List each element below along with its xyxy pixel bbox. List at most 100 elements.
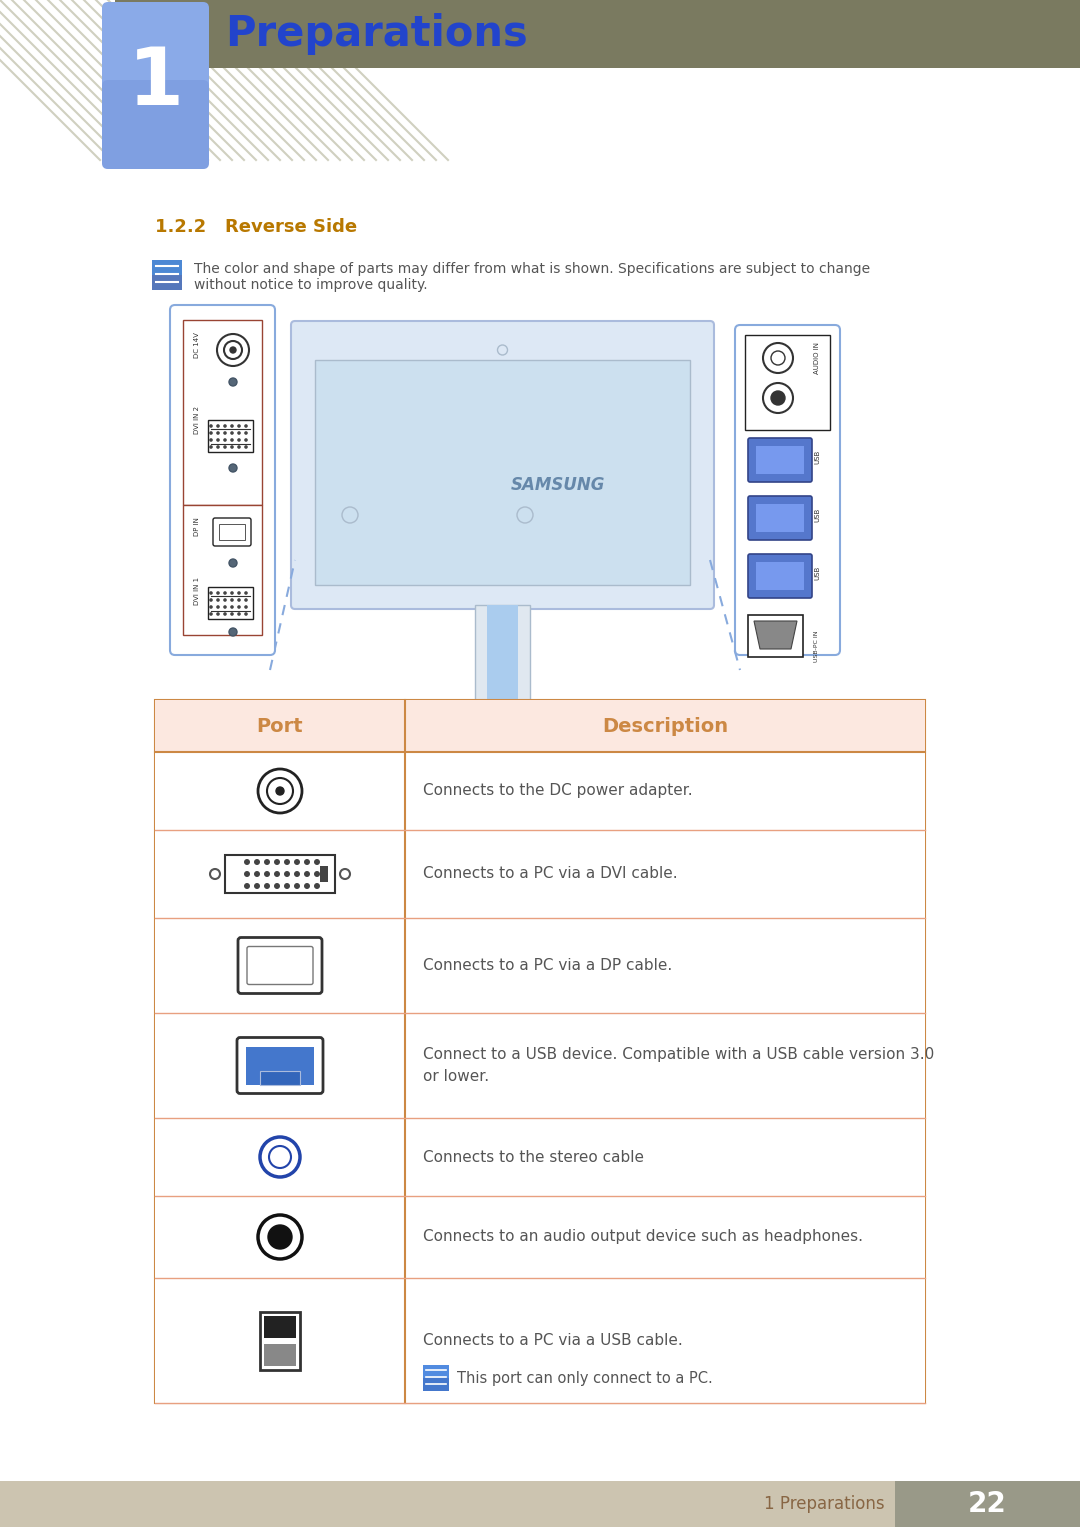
Text: USB: USB (814, 567, 820, 580)
Circle shape (229, 628, 237, 637)
Circle shape (230, 599, 233, 602)
Circle shape (216, 446, 220, 449)
Circle shape (230, 591, 233, 596)
Text: Description: Description (602, 716, 728, 736)
Circle shape (230, 438, 233, 441)
Circle shape (238, 438, 241, 441)
Text: USB-PC IN: USB-PC IN (814, 631, 820, 661)
Circle shape (294, 883, 300, 889)
Bar (156, 1012, 924, 1118)
Circle shape (284, 870, 291, 876)
FancyBboxPatch shape (170, 305, 275, 655)
Bar (423, 1365, 449, 1391)
Bar (423, 1365, 449, 1377)
Bar (156, 831, 924, 918)
Circle shape (238, 591, 241, 596)
Circle shape (230, 612, 233, 615)
Circle shape (224, 591, 227, 596)
Polygon shape (754, 621, 797, 649)
Bar (219, 524, 245, 541)
Text: AUDIO IN: AUDIO IN (814, 342, 820, 374)
Text: without notice to improve quality.: without notice to improve quality. (194, 278, 428, 292)
Bar (315, 360, 690, 585)
Text: 1.2.2   Reverse Side: 1.2.2 Reverse Side (156, 218, 357, 237)
Circle shape (264, 883, 270, 889)
Circle shape (244, 883, 249, 889)
Circle shape (238, 605, 241, 609)
Text: Connects to the stereo cable: Connects to the stereo cable (423, 1150, 644, 1165)
Bar (260, 1312, 300, 1370)
Bar (152, 260, 183, 275)
Circle shape (244, 599, 247, 602)
Circle shape (244, 612, 247, 615)
Circle shape (294, 860, 300, 864)
FancyBboxPatch shape (102, 2, 210, 169)
FancyBboxPatch shape (213, 518, 251, 547)
Circle shape (216, 425, 220, 428)
Circle shape (216, 599, 220, 602)
Circle shape (303, 860, 310, 864)
Bar (156, 1118, 924, 1196)
Text: Connect to a USB device. Compatible with a USB cable version 3.0
or lower.: Connect to a USB device. Compatible with… (423, 1048, 934, 1084)
Circle shape (238, 425, 241, 428)
Text: Port: Port (257, 716, 303, 736)
Circle shape (314, 883, 320, 889)
Circle shape (229, 379, 237, 386)
Circle shape (217, 334, 249, 366)
Bar (895, 1481, 1080, 1527)
Bar (426, 745, 580, 764)
Circle shape (238, 612, 241, 615)
Circle shape (216, 438, 220, 441)
Bar (156, 1278, 924, 1403)
Text: Connects to the DC power adapter.: Connects to the DC power adapter. (423, 783, 692, 799)
Circle shape (210, 425, 213, 428)
Circle shape (244, 605, 247, 609)
Bar (756, 504, 804, 531)
Circle shape (254, 860, 260, 864)
Circle shape (276, 786, 284, 796)
Circle shape (244, 870, 249, 876)
Circle shape (210, 446, 213, 449)
Bar (748, 615, 804, 657)
FancyBboxPatch shape (748, 554, 812, 599)
Bar (487, 605, 518, 745)
Circle shape (210, 591, 213, 596)
Circle shape (216, 612, 220, 615)
Circle shape (254, 883, 260, 889)
Text: The color and shape of parts may differ from what is shown. Specifications are s: The color and shape of parts may differ … (194, 263, 870, 276)
FancyBboxPatch shape (748, 438, 812, 483)
Bar (156, 918, 924, 1012)
Circle shape (244, 860, 249, 864)
Circle shape (224, 612, 227, 615)
Bar (156, 699, 924, 751)
Bar (264, 1344, 296, 1365)
Circle shape (284, 883, 291, 889)
Text: SAMSUNG: SAMSUNG (511, 476, 605, 495)
Bar (475, 605, 530, 745)
Circle shape (230, 431, 233, 435)
Circle shape (224, 438, 227, 441)
Circle shape (274, 870, 280, 876)
Text: DVI IN 1: DVI IN 1 (194, 577, 200, 605)
Text: Preparations: Preparations (225, 14, 528, 55)
Circle shape (314, 870, 320, 876)
Circle shape (224, 605, 227, 609)
Circle shape (762, 383, 793, 412)
Bar (320, 866, 328, 883)
Circle shape (244, 425, 247, 428)
Text: DVI IN 2: DVI IN 2 (194, 406, 200, 434)
Circle shape (224, 431, 227, 435)
Circle shape (210, 438, 213, 441)
Text: DC 14V: DC 14V (194, 331, 200, 357)
Circle shape (210, 431, 213, 435)
Circle shape (216, 591, 220, 596)
Bar (183, 505, 262, 635)
Text: This port can only connect to a PC.: This port can only connect to a PC. (457, 1371, 713, 1385)
Bar (156, 1196, 924, 1278)
Bar (264, 1315, 296, 1338)
Bar (756, 562, 804, 589)
FancyBboxPatch shape (102, 79, 210, 169)
Circle shape (244, 438, 247, 441)
Circle shape (762, 344, 793, 373)
Circle shape (244, 446, 247, 449)
